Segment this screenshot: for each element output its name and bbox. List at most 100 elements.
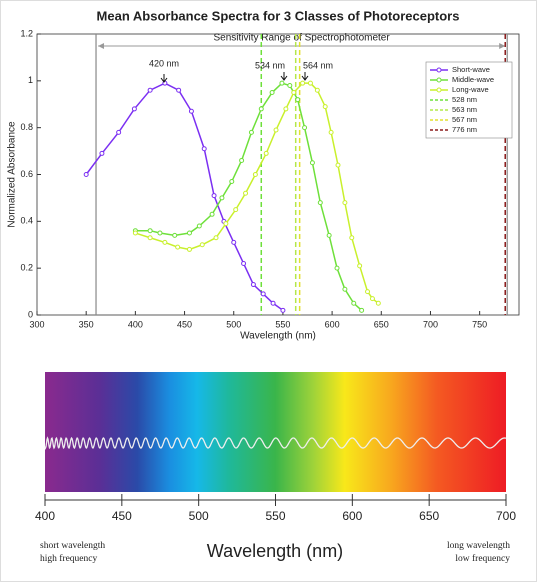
data-point <box>219 195 225 201</box>
legend-label: 563 nm <box>452 105 477 114</box>
x-tick-label: 650 <box>374 319 389 329</box>
legend-marker <box>436 77 442 83</box>
x-tick-label: 500 <box>226 319 241 329</box>
annotation: 534 nm <box>255 60 285 70</box>
data-point <box>176 87 182 93</box>
data-point <box>342 200 348 206</box>
data-point <box>351 300 357 306</box>
data-point <box>357 263 363 269</box>
data-point <box>132 230 138 236</box>
legend-label: Middle-wave <box>452 75 494 84</box>
x-tick-label: 500 <box>189 509 209 523</box>
data-point <box>280 307 286 313</box>
data-point <box>279 80 285 86</box>
x-tick-label: 400 <box>128 319 143 329</box>
x-tick-label: 750 <box>472 319 487 329</box>
data-point <box>243 190 249 196</box>
data-point <box>147 235 153 241</box>
y-tick-label: 0 <box>28 309 33 319</box>
data-point <box>314 87 320 93</box>
legend-label: 567 nm <box>452 115 477 124</box>
data-point <box>300 80 306 86</box>
data-point <box>248 129 254 135</box>
data-point <box>131 106 137 112</box>
x-tick-label: 350 <box>79 319 94 329</box>
data-point <box>322 104 328 110</box>
data-point <box>213 235 219 241</box>
data-point <box>375 300 381 306</box>
data-point <box>250 282 256 288</box>
x-tick-label: 650 <box>419 509 439 523</box>
note: low frequency <box>455 553 510 564</box>
data-point <box>302 125 308 131</box>
annotation: 420 nm <box>149 58 179 68</box>
annotation-arrow <box>280 72 288 81</box>
data-point <box>335 162 341 168</box>
data-point <box>269 90 275 96</box>
x-tick-label: 600 <box>342 509 362 523</box>
data-point <box>317 200 323 206</box>
data-point <box>291 90 297 96</box>
data-point <box>209 211 215 217</box>
data-point <box>83 172 89 177</box>
legend-marker <box>436 67 442 73</box>
y-tick-label: 0.6 <box>20 169 33 179</box>
data-point <box>211 193 217 199</box>
data-point <box>233 207 239 213</box>
note: short wavelength <box>40 541 105 551</box>
data-point <box>157 230 163 236</box>
data-point <box>326 232 332 238</box>
y-tick-label: 0.2 <box>20 263 33 273</box>
data-point <box>239 157 245 163</box>
note: high frequency <box>40 553 97 564</box>
data-point <box>199 242 205 248</box>
x-tick-label: 550 <box>265 509 285 523</box>
data-point <box>309 160 315 166</box>
data-point <box>229 179 235 185</box>
data-point <box>359 307 365 313</box>
data-point <box>99 150 105 156</box>
note: long wavelength <box>447 541 510 551</box>
legend-label: 528 nm <box>452 95 477 104</box>
chart-title: Mean Absorbance Spectra for 3 Classes of… <box>97 8 460 23</box>
data-point <box>365 289 371 295</box>
data-point <box>328 129 334 135</box>
data-point <box>147 228 153 234</box>
x-tick-label: 550 <box>275 319 290 329</box>
legend-label: Long-wave <box>452 85 489 94</box>
y-axis-label: Normalized Absorbance <box>7 121 18 228</box>
data-point <box>273 127 279 133</box>
data-point <box>295 97 301 103</box>
data-point <box>342 286 348 292</box>
data-point <box>196 223 202 229</box>
data-point <box>270 300 276 306</box>
x-tick-label: 600 <box>325 319 340 329</box>
data-point <box>349 235 355 241</box>
y-tick-label: 1.2 <box>20 28 33 38</box>
legend-marker <box>436 87 442 93</box>
x-tick-label: 450 <box>112 509 132 523</box>
data-point <box>223 221 229 227</box>
data-point <box>260 291 266 297</box>
annotation-arrow <box>301 72 309 81</box>
x-tick-label: 700 <box>423 319 438 329</box>
data-point <box>241 260 247 266</box>
data-point <box>186 246 192 252</box>
data-point <box>334 265 340 271</box>
data-point <box>287 83 293 89</box>
x-tick-label: 700 <box>496 509 516 523</box>
data-point <box>172 232 178 238</box>
x-axis-label: Wavelength (nm) <box>240 331 316 342</box>
y-tick-label: 1 <box>28 75 33 85</box>
x-axis-label: Wavelength (nm) <box>207 541 343 561</box>
x-tick-label: 450 <box>177 319 192 329</box>
y-tick-label: 0.8 <box>20 122 33 132</box>
data-point <box>188 108 194 114</box>
data-point <box>201 146 207 152</box>
y-tick-label: 0.4 <box>20 216 33 226</box>
data-point <box>263 150 269 156</box>
legend-label: Short-wave <box>452 65 490 74</box>
annotation-arrow <box>160 74 168 83</box>
x-tick-label: 300 <box>29 319 44 329</box>
